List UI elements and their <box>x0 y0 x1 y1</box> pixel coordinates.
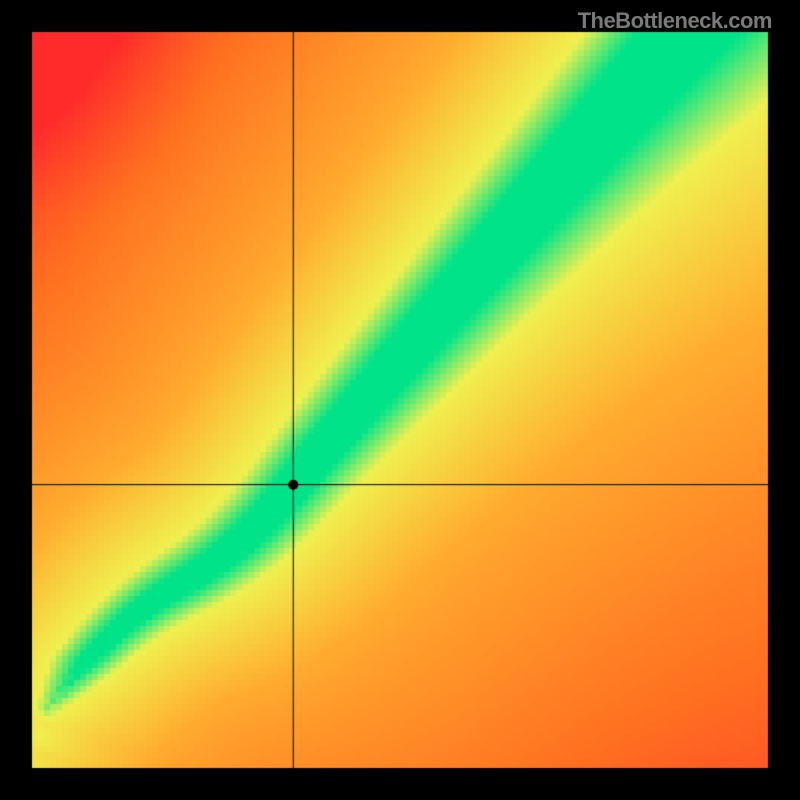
heatmap-canvas <box>0 0 800 800</box>
watermark-text: TheBottleneck.com <box>578 8 772 34</box>
bottleneck-heatmap-chart: TheBottleneck.com <box>0 0 800 800</box>
